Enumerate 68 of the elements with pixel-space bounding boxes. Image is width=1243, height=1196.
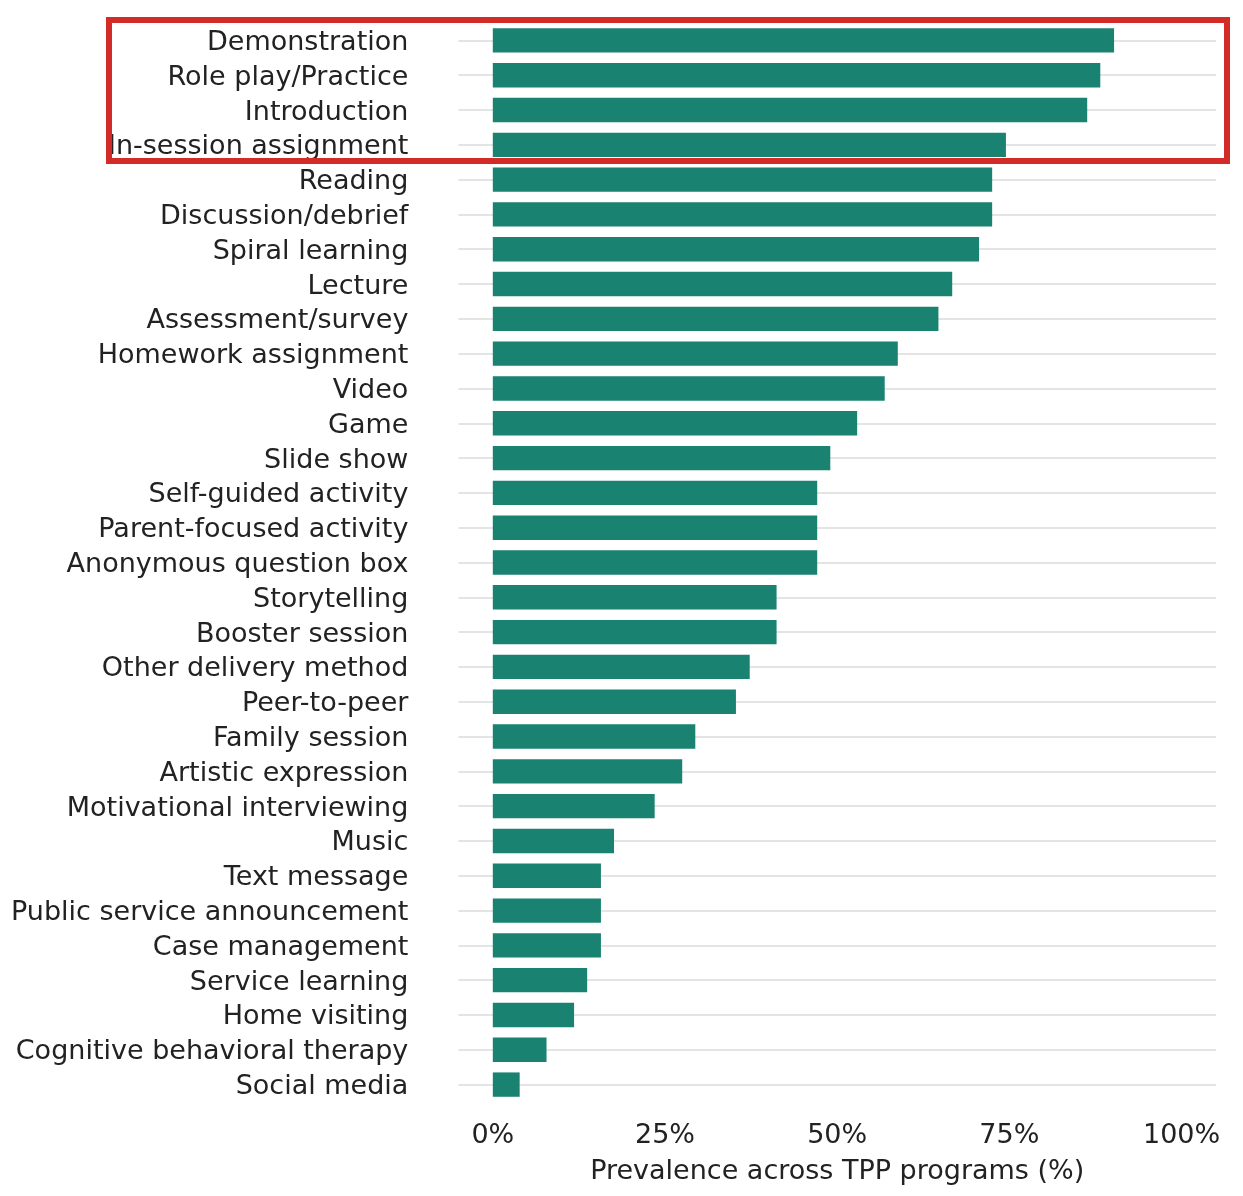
bar xyxy=(492,480,818,506)
bar xyxy=(492,445,831,471)
x-tick-label: 50% xyxy=(807,1118,868,1149)
x-axis-title: Prevalence across TPP programs (%) xyxy=(590,1154,1085,1185)
y-tick-label: Artistic expression xyxy=(159,755,409,787)
bar xyxy=(492,898,601,923)
y-tick-label: Booster session xyxy=(195,616,409,648)
bar xyxy=(492,1072,520,1097)
bar xyxy=(492,202,993,227)
y-tick-label: Parent-focused activity xyxy=(98,512,409,544)
y-tick-label: Assessment/survey xyxy=(146,303,409,335)
y-tick-label: Home visiting xyxy=(222,999,409,1031)
bar xyxy=(492,724,696,749)
bar xyxy=(492,968,588,993)
y-tick-label: Music xyxy=(331,825,409,857)
y-tick-label: Service learning xyxy=(189,964,409,996)
y-tick-label: Role play/Practice xyxy=(167,59,409,91)
bar xyxy=(492,863,601,888)
bar xyxy=(492,1037,547,1062)
y-tick-label: Family session xyxy=(212,721,409,753)
bar xyxy=(492,411,858,436)
y-tick-label: Video xyxy=(332,372,409,404)
bar xyxy=(492,793,655,819)
bar xyxy=(492,515,818,540)
y-tick-label: In-session assignment xyxy=(107,129,409,161)
y-tick-label: Game xyxy=(327,407,409,439)
bar xyxy=(492,167,993,192)
bar xyxy=(492,271,953,297)
bar xyxy=(492,28,1115,53)
bar xyxy=(492,654,750,680)
y-tick-label: Motivational interviewing xyxy=(66,790,409,822)
x-tick-label: 75% xyxy=(979,1118,1040,1149)
bar xyxy=(492,619,777,645)
bar xyxy=(492,1002,575,1028)
y-tick-label: Demonstration xyxy=(207,24,409,56)
x-tick-label: 0% xyxy=(471,1118,515,1149)
y-tick-label: Self-guided activity xyxy=(148,477,409,509)
bar xyxy=(492,237,980,262)
y-tick-label: Homework assignment xyxy=(97,338,409,370)
x-tick-label: 25% xyxy=(634,1118,695,1149)
bar xyxy=(492,933,601,958)
y-tick-label: Anonymous question box xyxy=(66,547,409,578)
y-tick-label: Introduction xyxy=(244,94,409,126)
bar xyxy=(492,550,818,575)
bar xyxy=(492,63,1101,88)
y-tick-label: Spiral learning xyxy=(212,233,409,265)
bar xyxy=(492,376,885,401)
y-tick-label: Case management xyxy=(152,929,409,961)
bar xyxy=(492,828,615,854)
bar xyxy=(492,759,683,784)
y-tick-label: Public service announcement xyxy=(10,895,409,927)
y-tick-label: Peer-to-peer xyxy=(241,686,410,718)
bar xyxy=(492,306,939,332)
bar xyxy=(492,97,1088,123)
x-tick-label: 100% xyxy=(1142,1118,1221,1149)
bar xyxy=(492,585,777,610)
y-tick-label: Social media xyxy=(235,1069,409,1101)
bar xyxy=(492,689,736,714)
y-tick-label: Discussion/debrief xyxy=(160,198,410,230)
y-tick-label: Cognitive behavioral therapy xyxy=(15,1034,409,1066)
y-tick-label: Lecture xyxy=(307,268,409,300)
bar xyxy=(492,132,1006,157)
y-tick-label: Other delivery method xyxy=(101,651,409,683)
y-tick-label: Text message xyxy=(222,860,409,892)
bar xyxy=(492,341,898,366)
y-tick-label: Storytelling xyxy=(253,581,409,613)
y-tick-label: Reading xyxy=(298,164,409,196)
y-tick-label: Slide show xyxy=(264,442,409,474)
